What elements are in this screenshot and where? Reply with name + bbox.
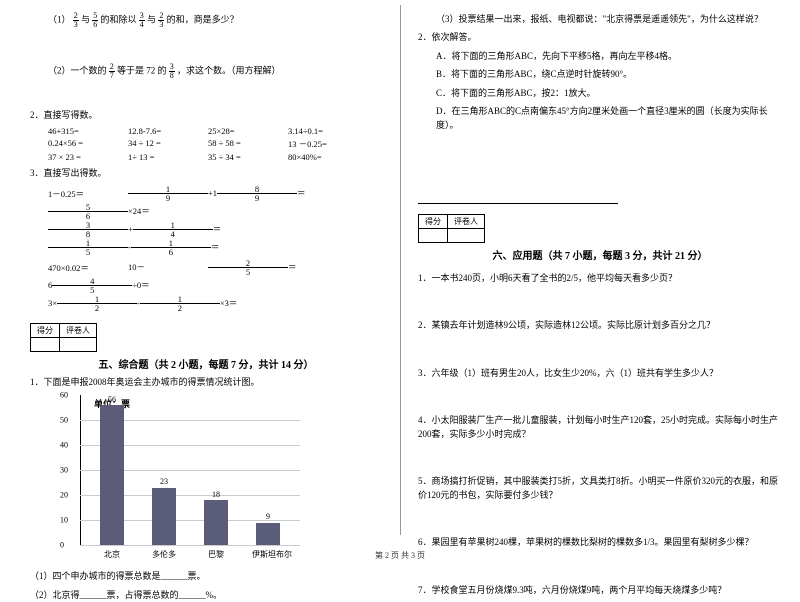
vote-bar-chart: 单位：票 0 10 20 30 40 50 60 56 北京 23 多伦多 18… [52, 395, 312, 565]
frac-2-3b: 23 [158, 12, 164, 29]
heading-2: 2．直接写得数。 [30, 108, 382, 122]
text: ，求这个数。（用方程解） [177, 66, 281, 76]
bar-value: 18 [204, 490, 228, 499]
frac-3-8: 38 [169, 63, 175, 80]
score-header: 得分 [31, 323, 60, 337]
app-q6: 6．果园里有苹果树240棵，苹果树的棵数比梨树的棵数多1/3。果园里有梨树多少棵… [418, 536, 782, 550]
calc: 37 × 23 = [48, 152, 128, 162]
bar-beijing [100, 405, 124, 545]
bar-value: 9 [256, 512, 280, 521]
app-q3: 3．六年级（1）班有男生20人，比女生少20%，六（1）班共有学生多少人？ [418, 367, 782, 381]
q1-2: （2）一个数的 27 等于是 72 的 38 ，求这个数。（用方程解） [30, 63, 382, 80]
calc: 25×28= [208, 126, 288, 136]
score-header: 得分 [419, 214, 448, 228]
calc: 3×12-12×3＝ [48, 295, 300, 313]
frac-2-3: 23 [73, 12, 79, 29]
frac-3-4: 34 [139, 12, 145, 29]
text: 与 [147, 15, 156, 25]
calc-row-3: 37 × 23 = 1÷ 13 = 35 ÷ 34 = 80×40%= [30, 152, 382, 162]
app-q4: 4．小太阳服装厂生产一批儿童服装，计划每小时生产120套，25小时完成。实际每小… [418, 414, 782, 441]
calc: 34 ÷ 12 = [128, 138, 208, 150]
frac-5-6: 56 [92, 12, 98, 29]
calc-row-4: 1－0.25＝ 19+189＝ 56×24＝ 38+14＝ 15-16＝ [30, 185, 382, 257]
item-c: C．将下面的三角形ABC，按2：1放大。 [418, 86, 782, 100]
ytick: 40 [60, 441, 68, 450]
page-footer: 第 2 页 共 3 页 [0, 550, 800, 561]
ytick: 30 [60, 466, 68, 475]
ytick: 20 [60, 491, 68, 500]
app-q2: 2．某镇去年计划造林9公顷，实际造林12公顷。实际比原计划多百分之几？ [418, 319, 782, 333]
text: 的和，商是多少？ [167, 15, 239, 25]
calc-row-2: 0.24×56 = 34 ÷ 12 = 58 ÷ 58 = 13 －0.25= [30, 138, 382, 150]
bar-value: 56 [100, 395, 124, 404]
app-q1: 1．一本书240页，小明6天看了全书的2/5，他平均每天看多少页？ [418, 272, 782, 286]
item-b: B．将下面的三角形ABC，绕C点逆时针旋转90°。 [418, 67, 782, 81]
frac-2-7: 27 [109, 63, 115, 80]
app-q7: 7．学校食堂五月份烧煤9.3吨，六月份烧煤9吨，两个月平均每天烧煤多少吨？ [418, 584, 782, 598]
bar-istanbul [256, 523, 280, 546]
calc: 38+14＝ [48, 221, 293, 239]
sub-q3: （3）投票结果一出来，报纸、电视都说："北京得票是遥遥领先"，为什么这样说？ [418, 12, 782, 26]
calc-row-1: 46+315= 12.8-7.6= 25×28= 3.14÷0.1= [30, 126, 382, 136]
calc: 10－25＝ [128, 259, 297, 277]
bar-value: 23 [152, 477, 176, 486]
calc: 80×40%= [288, 152, 368, 162]
calc: 19+189＝ [128, 185, 306, 203]
ytick: 60 [60, 391, 68, 400]
calc: 46+315= [48, 126, 128, 136]
app-q5: 5．商场搞打折促销，其中服装类打5折，文具类打8折。小明买一件原价320元的衣服… [418, 475, 782, 502]
text: 等于是 72 的 [117, 66, 167, 76]
text: 的和除以 [101, 15, 137, 25]
item-d: D．在三角形ABC的C点南偏东45°方向2厘米处画一个直径3厘米的圆（长度为实际… [418, 104, 782, 133]
bar-toronto [152, 488, 176, 546]
text: （1） [48, 15, 71, 25]
section-5-title: 五、综合题（共 2 小题，每题 7 分，共计 14 分） [30, 356, 382, 371]
calc: 470×0.02＝ [48, 262, 128, 274]
sub-q2: （2）北京得______票，占得票总数的______%。 [30, 588, 382, 602]
calc: 13 －0.25= [288, 138, 368, 150]
divider [418, 203, 618, 204]
calc: 1－0.25＝ [48, 188, 128, 200]
calc: 58 ÷ 58 = [208, 138, 288, 150]
calc: 15-16＝ [48, 239, 291, 257]
calc: 12.8-7.6= [128, 126, 208, 136]
reviewer-header: 评卷人 [448, 214, 485, 228]
section-6-title: 六、应用题（共 7 小题，每题 3 分，共计 21 分） [418, 247, 782, 262]
calc: 1÷ 13 = [128, 152, 208, 162]
reviewer-header: 评卷人 [60, 323, 97, 337]
calc: 56×24＝ [48, 203, 208, 221]
heading-r2: 2．依次解答。 [418, 30, 782, 44]
calc: 645÷0＝ [48, 277, 212, 295]
ytick: 0 [60, 541, 64, 550]
score-table-right: 得分评卷人 [418, 214, 485, 243]
ytick: 50 [60, 416, 68, 425]
calc: 0.24×56 = [48, 138, 128, 150]
calc: 3.14÷0.1= [288, 126, 368, 136]
text: 与 [81, 15, 90, 25]
calc-row-5: 470×0.02＝ 10－25＝ 645÷0＝ 3×12-12×3＝ [30, 259, 382, 313]
item-a: A．将下面的三角形ABC，先向下平移5格，再向左平移4格。 [418, 49, 782, 63]
problem-1: 1．下面是申报2008年奥运会主办城市的得票情况统计图。 [30, 375, 382, 389]
sub-q1: （1）四个申办城市的得票总数是______票。 [30, 569, 382, 583]
bar-paris [204, 500, 228, 545]
text: （2）一个数的 [48, 66, 107, 76]
ytick: 10 [60, 516, 68, 525]
calc: 35 ÷ 34 = [208, 152, 288, 162]
score-table-left: 得分评卷人 [30, 323, 97, 352]
q1-1: （1） 23 与 56 的和除以 34 与 23 的和，商是多少？ [30, 12, 382, 29]
heading-3: 3．直接写出得数。 [30, 166, 382, 180]
